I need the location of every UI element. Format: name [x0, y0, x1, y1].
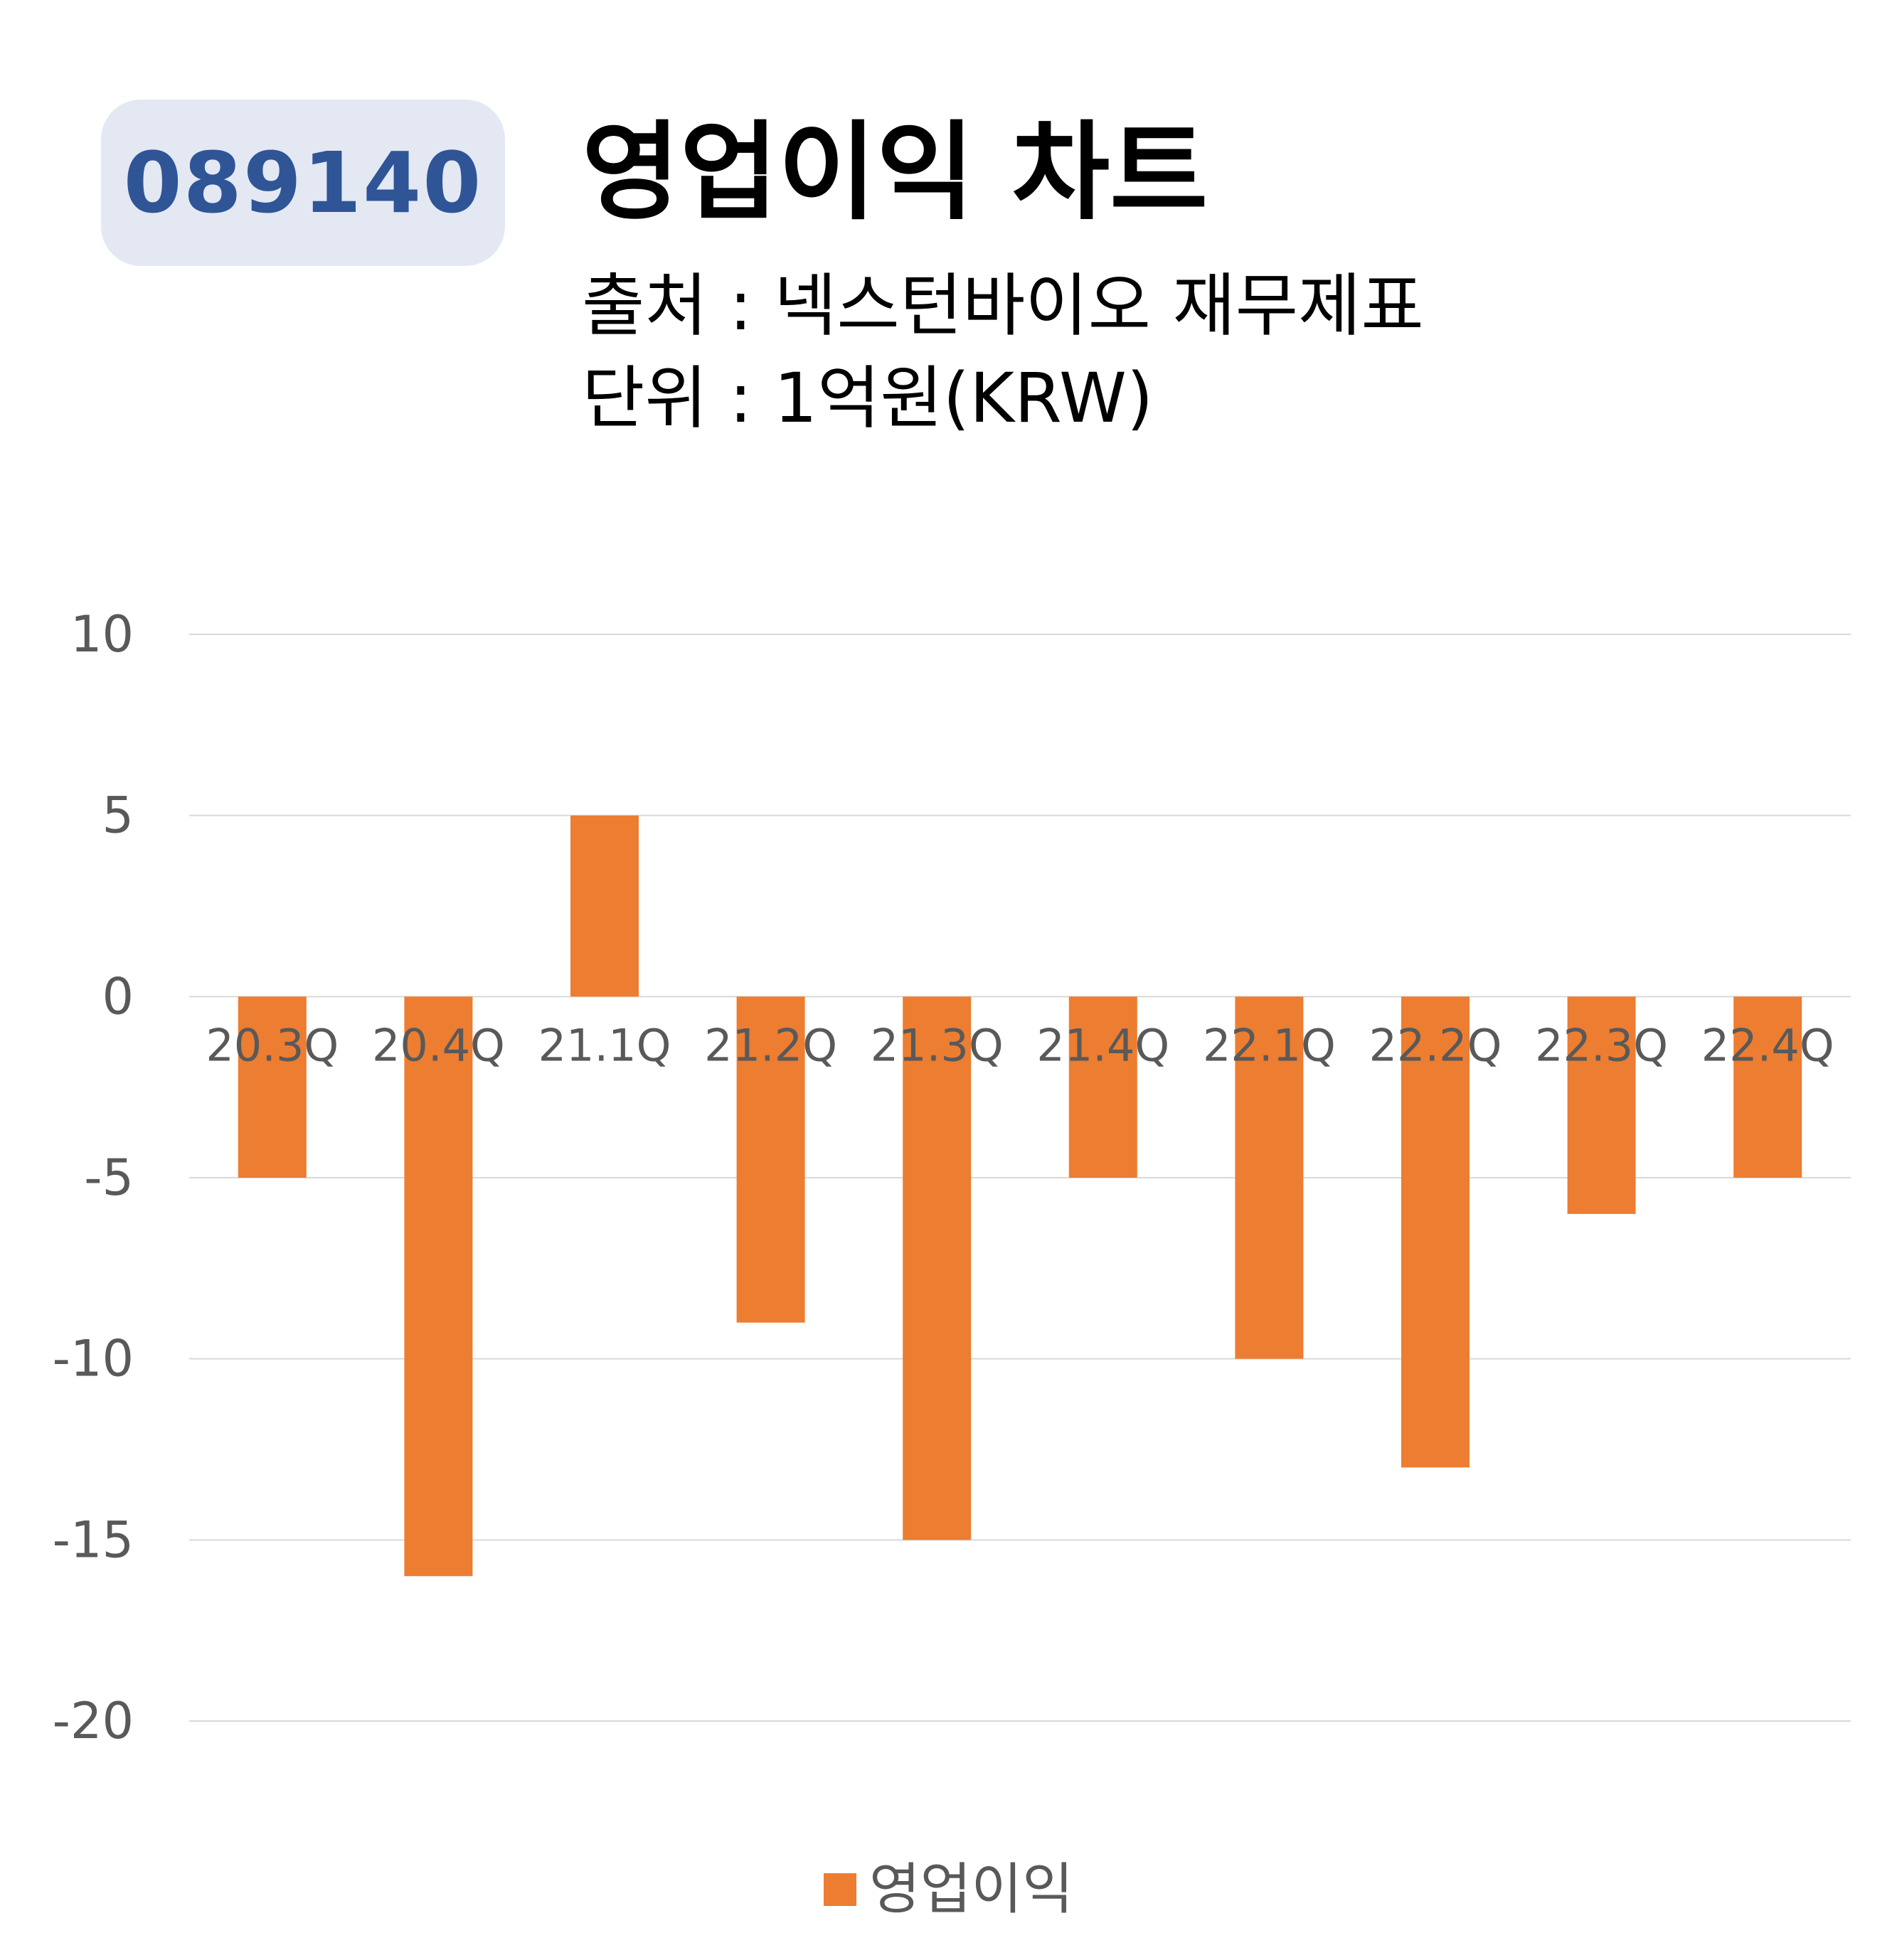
y-tick-label: -10: [53, 1330, 134, 1388]
bar: [1235, 996, 1304, 1359]
x-tick-label: 20.3Q: [206, 1019, 339, 1071]
y-tick-label: -15: [53, 1511, 134, 1569]
bar: [736, 996, 805, 1323]
bar: [238, 996, 307, 1178]
x-tick-label: 21.1Q: [538, 1019, 671, 1071]
y-tick-label: 5: [102, 787, 134, 845]
bar: [1733, 996, 1802, 1178]
y-tick-label: 0: [102, 967, 134, 1026]
stock-code-badge: 089140: [101, 100, 505, 266]
bars: [238, 815, 1802, 1577]
x-axis-ticks: 20.3Q 20.4Q 21.1Q 21.2Q 21.3Q 21.4Q 22.1Q 22.2Q…: [206, 1019, 1834, 1071]
bar: [1567, 996, 1636, 1214]
x-tick-label: 20.4Q: [372, 1019, 505, 1071]
unit-text: 단위 : 1억원(KRW): [582, 358, 1154, 438]
legend: 영업이익: [0, 1862, 1897, 1917]
y-tick-label: -5: [84, 1149, 134, 1207]
chart-title: 영업이익 차트: [582, 111, 1208, 235]
x-tick-label: 22.4Q: [1701, 1019, 1834, 1071]
x-tick-label: 21.3Q: [871, 1019, 1004, 1071]
bar: [1068, 996, 1137, 1178]
x-tick-label: 21.2Q: [704, 1019, 837, 1071]
bar: [404, 996, 473, 1577]
x-tick-label: 22.3Q: [1535, 1019, 1668, 1071]
bar: [570, 815, 639, 997]
y-tick-label: 10: [70, 605, 134, 664]
x-tick-label: 22.2Q: [1369, 1019, 1502, 1071]
bar: [903, 996, 972, 1540]
legend-swatch: [823, 1873, 856, 1906]
x-tick-label: 22.1Q: [1203, 1019, 1336, 1071]
y-tick-label: -20: [53, 1692, 134, 1750]
legend-label: 영업이익: [868, 1858, 1074, 1922]
x-tick-label: 21.4Q: [1036, 1019, 1169, 1071]
source-text: 출처 : 넥스턴바이오 재무제표: [582, 266, 1424, 346]
bar: [1401, 996, 1470, 1468]
stock-code: 089140: [123, 134, 483, 232]
y-axis-ticks: 10 5 0 -5 -10 -15 -20: [53, 605, 134, 1750]
